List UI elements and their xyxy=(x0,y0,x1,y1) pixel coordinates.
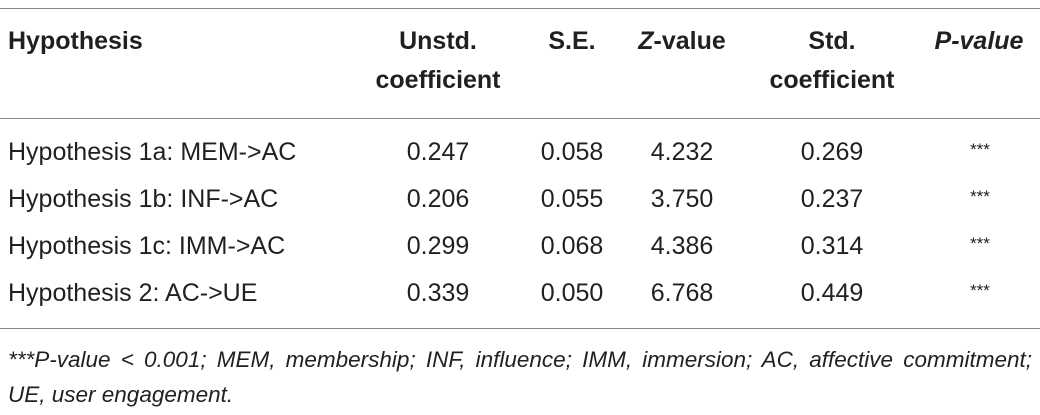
header-p-value-text: P-value xyxy=(934,27,1024,55)
cell-z: 4.232 xyxy=(650,138,714,166)
cell-p: *** xyxy=(970,281,990,300)
cell-z: 3.750 xyxy=(650,185,714,213)
table-top-rule xyxy=(0,8,1040,9)
cell-std: 0.449 xyxy=(800,279,864,307)
cell-std: 0.237 xyxy=(800,185,864,213)
header-p-value: P-value xyxy=(924,22,1034,61)
cell-unstd: 0.206 xyxy=(406,185,470,213)
table-footnote: ***P-value < 0.001; MEM, membership; INF… xyxy=(8,347,1032,407)
header-std-coefficient: Std. coefficient xyxy=(752,22,912,100)
cell-hypothesis: Hypothesis 1b: INF->AC xyxy=(8,185,279,213)
header-unstd-line1: Unstd. xyxy=(399,27,477,55)
cell-unstd: 0.339 xyxy=(406,279,470,307)
header-unstd-coefficient: Unstd. coefficient xyxy=(362,22,514,100)
header-hypothesis: Hypothesis xyxy=(8,27,143,55)
cell-hypothesis: Hypothesis 1c: IMM->AC xyxy=(8,232,286,260)
cell-hypothesis: Hypothesis 1a: MEM->AC xyxy=(8,138,297,166)
cell-unstd: 0.247 xyxy=(406,138,470,166)
header-z-value: Z-value xyxy=(628,22,736,61)
header-z-letter: Z xyxy=(638,27,654,55)
header-z-rest: -value xyxy=(653,27,726,55)
cell-se: 0.058 xyxy=(540,138,604,166)
cell-hypothesis: Hypothesis 2: AC->UE xyxy=(8,279,258,307)
cell-se: 0.055 xyxy=(540,185,604,213)
cell-unstd: 0.299 xyxy=(406,232,470,260)
table-bottom-rule xyxy=(0,328,1040,329)
header-std-line2: coefficient xyxy=(769,66,895,94)
cell-se: 0.068 xyxy=(540,232,604,260)
cell-z: 6.768 xyxy=(650,279,714,307)
cell-std: 0.269 xyxy=(800,138,864,166)
cell-p: *** xyxy=(970,140,990,159)
header-std-line1: Std. xyxy=(808,27,856,55)
cell-se: 0.050 xyxy=(540,279,604,307)
table-header-rule xyxy=(0,118,1040,119)
cell-z: 4.386 xyxy=(650,232,714,260)
cell-std: 0.314 xyxy=(800,232,864,260)
cell-p: *** xyxy=(970,187,990,206)
header-unstd-line2: coefficient xyxy=(375,66,501,94)
cell-p: *** xyxy=(970,234,990,253)
header-se: S.E. xyxy=(548,27,596,55)
